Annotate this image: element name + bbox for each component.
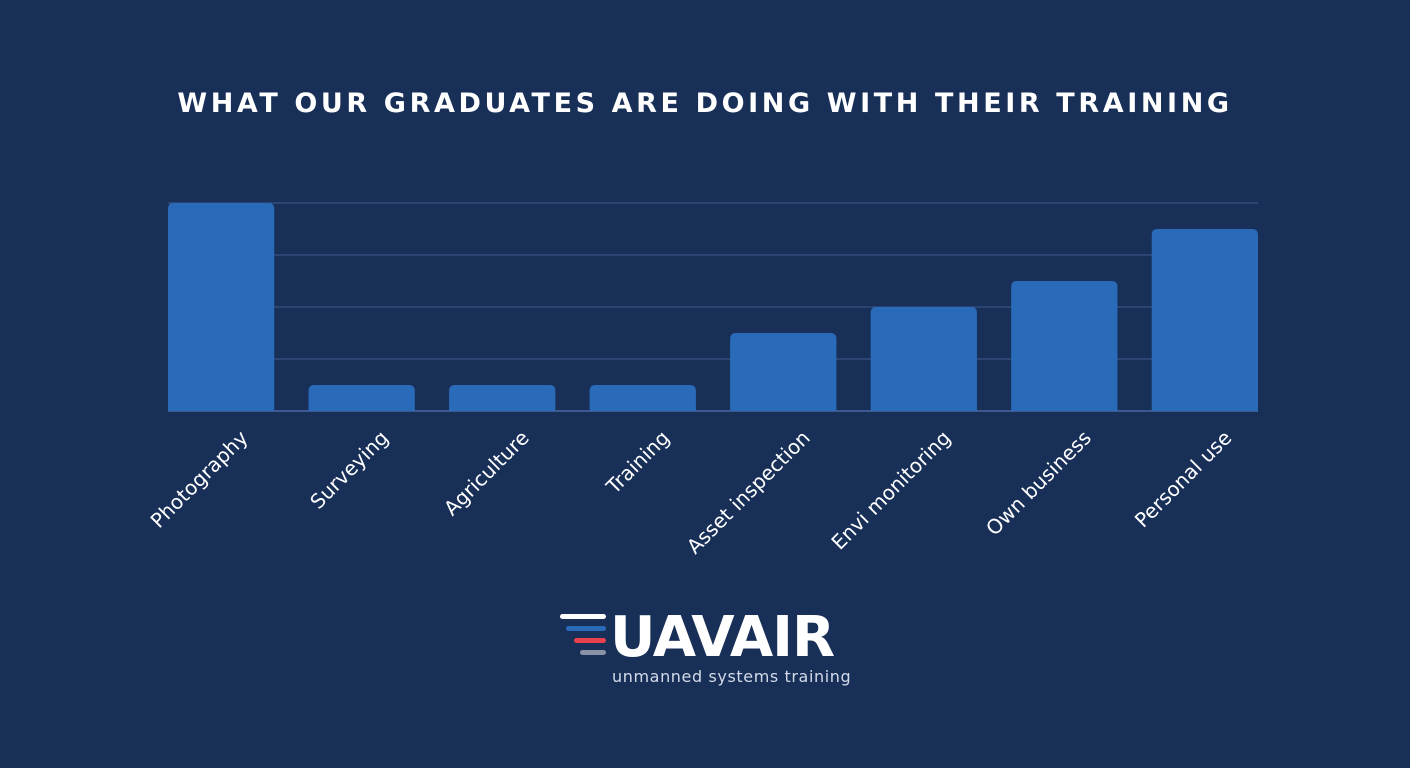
logo-wordmark: UAVAIR [610, 605, 835, 670]
uavair-logo: UAVAIR unmanned systems training [558, 610, 858, 690]
logo-stripe-blue [566, 626, 606, 631]
bar-asset-inspection [730, 333, 837, 411]
category-label: Training [601, 426, 674, 499]
category-label: Surveying [305, 426, 393, 514]
bar-own-business [1011, 281, 1118, 411]
logo-stripe-white [560, 614, 606, 619]
bars [168, 203, 1258, 411]
category-labels: Photography Surveying Agriculture Training A… [146, 425, 1237, 558]
bar-envi-monitoring [870, 307, 977, 411]
logo-tagline: unmanned systems training [612, 667, 852, 686]
category-label: Personal use [1130, 426, 1237, 533]
category-label: Own business [981, 426, 1096, 541]
bar-training [589, 385, 696, 411]
logo-stripe-grey [580, 650, 606, 655]
category-label: Photography [146, 425, 253, 532]
bar-agriculture [449, 385, 556, 411]
chart-title: WHAT OUR GRADUATES ARE DOING WITH THEIR … [177, 88, 1233, 119]
category-label: Agriculture [439, 426, 534, 521]
category-label: Asset inspection [682, 426, 815, 559]
category-label: Envi monitoring [826, 426, 955, 555]
bar-personal-use [1151, 229, 1258, 411]
bar-surveying [308, 385, 415, 411]
bar-photography [168, 203, 275, 411]
logo-stripe-red [574, 638, 606, 643]
